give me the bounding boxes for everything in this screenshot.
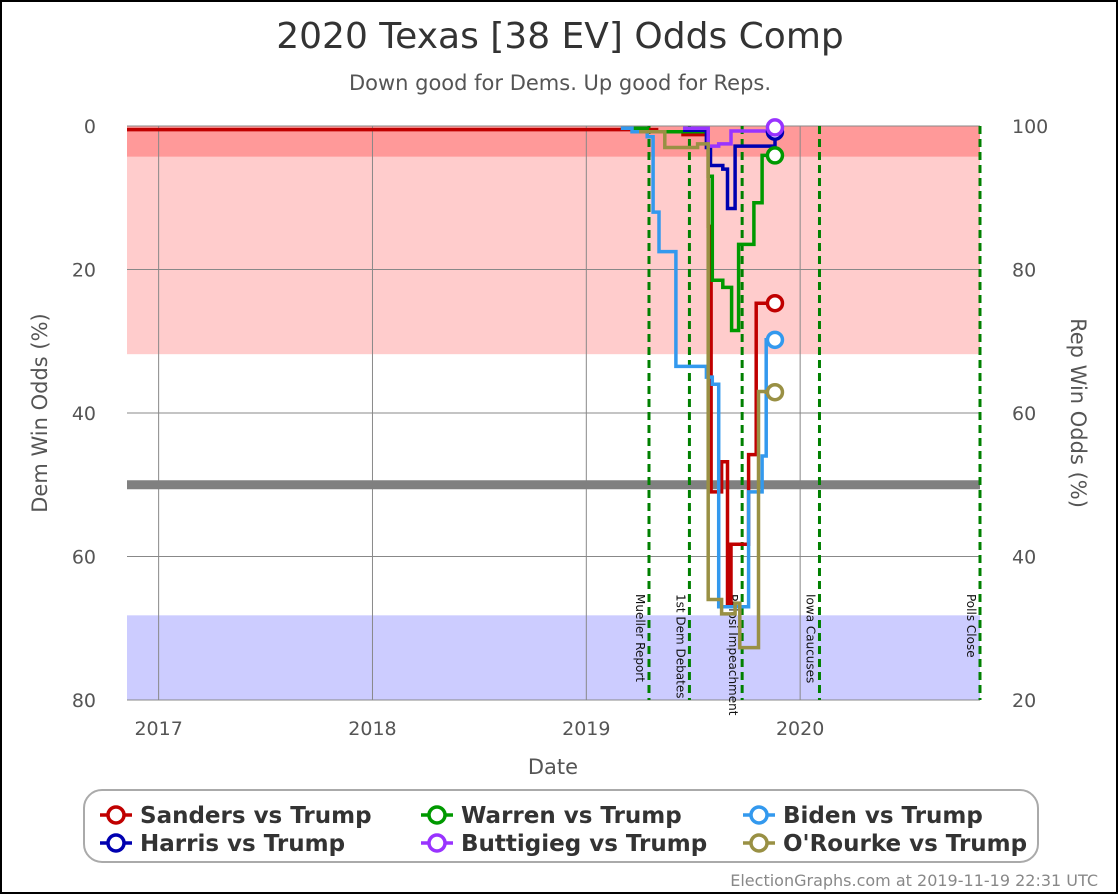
legend-swatch-marker — [106, 805, 126, 825]
y-right-tick-label: 80 — [1012, 260, 1036, 282]
footer-credit: ElectionGraphs.com at 2019-11-19 22:31 U… — [730, 871, 1098, 890]
series-end-marker — [765, 146, 785, 165]
x-tick-label: 2017 — [134, 718, 182, 740]
series-end-marker — [765, 330, 785, 350]
event-label: Iowa Caucuses — [803, 594, 817, 683]
legend-entry-label: Warren vs Trump — [461, 803, 682, 829]
event-label: 1st Dem Debates — [673, 594, 687, 698]
y-right-tick-label: 40 — [1012, 547, 1036, 569]
event-lines: Mueller Report 1st Dem Debates Pelosi Impe… — [633, 126, 982, 716]
series-line — [620, 126, 775, 609]
series-line — [683, 126, 777, 148]
x-tick-label: 2018 — [348, 718, 396, 740]
y-right-tick-label: 100 — [1012, 116, 1048, 138]
y-left-tick-label: 40 — [72, 403, 96, 425]
legend-entry-label: Harris vs Trump — [140, 831, 345, 857]
chart-subtitle: Down good for Dems. Up good for Reps. — [349, 71, 771, 95]
y-axis-left-label: Dem Win Odds (%) — [28, 313, 52, 513]
y-right-tick-label: 60 — [1012, 403, 1036, 425]
legend-entry-label: Biden vs Trump — [783, 803, 983, 829]
legend-swatch-marker — [427, 833, 447, 853]
event-label: Pelosi Impeachment — [726, 594, 740, 716]
series-line — [683, 128, 777, 211]
legend-swatch-marker — [427, 805, 447, 825]
legend-box — [83, 789, 1039, 863]
legend-swatch-marker — [106, 833, 126, 853]
y-right-tick-label: 20 — [1012, 690, 1036, 712]
x-tick-label: 2020 — [776, 718, 824, 740]
legend-entry-label: Buttigieg vs Trump — [461, 831, 707, 857]
y-left-tick-label: 20 — [72, 260, 96, 282]
event-label: Polls Close — [964, 594, 978, 658]
legend-entry-label: O'Rourke vs Trump — [783, 831, 1027, 857]
series-end-marker — [765, 293, 785, 313]
series-end-marker — [765, 118, 785, 137]
series-end-marker — [765, 382, 785, 402]
event-label: Mueller Report — [633, 594, 647, 682]
band-1 — [127, 156, 980, 355]
chart-title: 2020 Texas [38 EV] Odds Comp — [276, 16, 844, 57]
y-left-tick-label: 0 — [84, 116, 96, 138]
y-left-tick-label: 60 — [72, 547, 96, 569]
plot-bands — [127, 126, 980, 700]
band-2 — [127, 615, 980, 700]
axes: 0 20 40 60 80 100 80 60 40 20 2017 2018 2019 2020 — [72, 116, 1048, 740]
y-left-tick-label: 80 — [72, 690, 96, 712]
y-axis-right-label: Rep Win Odds (%) — [1066, 318, 1090, 508]
legend-swatch-marker — [749, 833, 769, 853]
x-axis-label: Date — [528, 755, 578, 779]
series-lines — [127, 118, 785, 650]
x-tick-label: 2019 — [562, 718, 610, 740]
series-line — [639, 129, 775, 650]
legend-swatch-marker — [749, 805, 769, 825]
legend-entry-label: Sanders vs Trump — [140, 803, 372, 829]
grid — [127, 125, 980, 701]
legend: Sanders vs Trump Warren vs Trump Biden vs … — [83, 789, 1039, 863]
